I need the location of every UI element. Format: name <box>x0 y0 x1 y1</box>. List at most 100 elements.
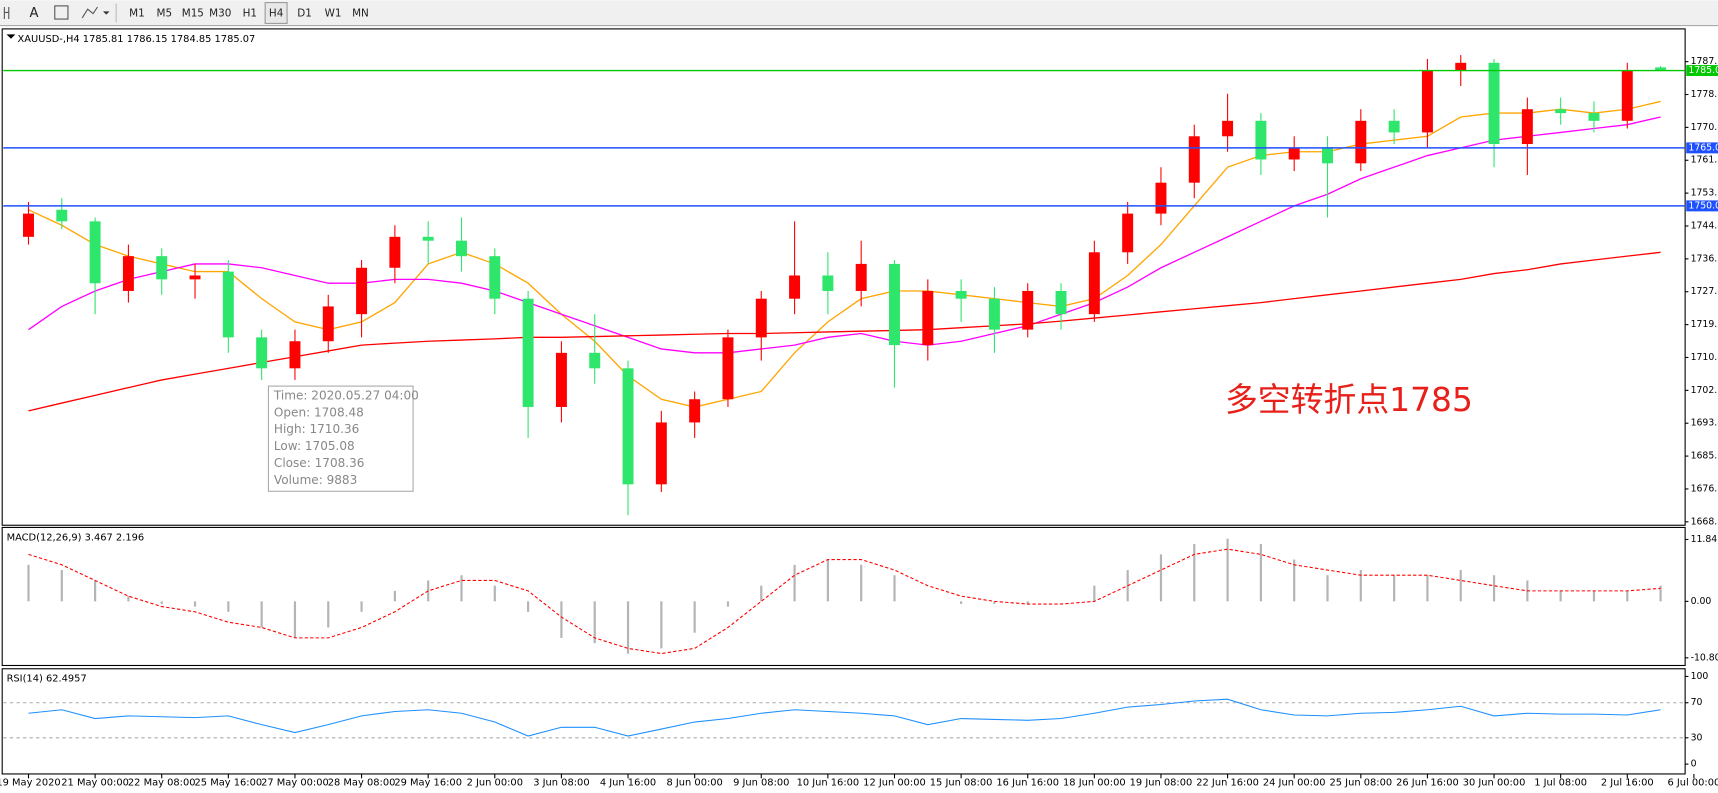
tooltip-line: Time: 2020.05.27 04:00 <box>273 388 419 402</box>
candle-body <box>855 263 867 291</box>
price-label-box <box>1686 200 1718 212</box>
macd-panel <box>1 526 1686 667</box>
cursor-tool[interactable] <box>3 6 10 20</box>
dropdown-arrow[interactable] <box>102 11 110 15</box>
x-tick-label: 26 Jun 16:00 <box>1396 778 1459 789</box>
timeframe-button[interactable]: M30 <box>209 8 231 20</box>
candle-body <box>522 298 534 407</box>
y-tick-label: 1685.3 <box>1691 451 1718 462</box>
x-tick-label: 3 Jun 08:00 <box>533 778 589 789</box>
candle-body <box>922 290 934 346</box>
candle-body <box>1088 252 1100 315</box>
candle-body <box>622 368 634 485</box>
rsi-panel <box>1 668 1686 775</box>
x-tick-label: 19 May 2020 <box>0 778 61 789</box>
panel-title: MACD(12,26,9) 3.467 2.196 <box>7 532 145 543</box>
x-tick-label: 15 Jun 08:00 <box>930 778 993 789</box>
x-tick-label: 22 Jun 16:00 <box>1196 778 1259 789</box>
moving-average <box>28 116 1661 354</box>
rsi-line <box>28 698 1661 737</box>
timeframe-button[interactable]: M1 <box>129 8 145 20</box>
shapes-tool[interactable] <box>81 6 98 19</box>
y-tick-label: 1702.3 <box>1691 385 1718 396</box>
candle-body <box>789 275 801 299</box>
y-tick-label: 1676.8 <box>1691 483 1718 494</box>
candle-body <box>655 422 667 485</box>
symbol-menu[interactable] <box>6 34 16 39</box>
timeframe-button[interactable]: M15 <box>182 8 204 20</box>
moving-average <box>28 100 1661 408</box>
candle-body <box>456 240 467 257</box>
candle-body <box>1222 120 1234 137</box>
candle-body <box>1055 290 1067 315</box>
text-tool[interactable]: A <box>29 6 38 21</box>
x-tick-label: 12 Jun 00:00 <box>863 778 926 789</box>
x-tick-label: 24 Jun 00:00 <box>1263 778 1326 789</box>
candle-body <box>356 267 368 315</box>
panel-title: RSI(14) 62.4957 <box>7 674 87 685</box>
candle-body <box>889 263 900 346</box>
candle-body <box>1421 70 1433 133</box>
candle-body <box>689 399 701 423</box>
x-tick-label: 30 Jun 00:00 <box>1463 778 1526 789</box>
x-tick-label: 19 Jun 08:00 <box>1130 778 1193 789</box>
x-tick-label: 4 Jun 16:00 <box>600 778 656 789</box>
candle-body <box>555 352 567 407</box>
y-tick-label: 1693.8 <box>1691 418 1718 429</box>
candle-body <box>322 306 334 342</box>
y-tick-label: 1744.8 <box>1691 220 1718 231</box>
timeframe-button[interactable]: H4 <box>269 8 284 20</box>
candle-body <box>822 275 834 291</box>
y-tick-label: 70 <box>1691 697 1703 708</box>
candle-body <box>589 352 601 369</box>
x-tick-label: 2 Jul 16:00 <box>1601 778 1654 789</box>
x-tick-label: 1 Jul 08:00 <box>1534 778 1587 789</box>
timeframe-button[interactable]: W1 <box>325 8 342 20</box>
candle-body <box>189 275 201 280</box>
candle-body <box>56 209 68 222</box>
x-tick-label: 21 May 00:00 <box>61 778 129 789</box>
y-tick-label: 1736.3 <box>1691 253 1718 264</box>
candle-body <box>23 213 34 237</box>
candle-body <box>289 341 301 369</box>
candle-body <box>222 271 234 338</box>
label-tool[interactable] <box>54 5 69 20</box>
x-tick-label: 10 Jun 16:00 <box>797 778 860 789</box>
x-tick-label: 27 May 00:00 <box>261 778 329 789</box>
candle-body <box>122 256 134 291</box>
candle-body <box>256 337 268 369</box>
candle-body <box>955 290 967 299</box>
timeframe-button[interactable]: MN <box>352 8 369 20</box>
y-tick-label: -10.808 <box>1691 652 1718 663</box>
timeframe-button[interactable]: D1 <box>297 8 312 20</box>
tooltip-line: Open: 1708.48 <box>274 405 364 419</box>
candle-body <box>1255 120 1267 160</box>
x-tick-label: 16 Jun 16:00 <box>996 778 1059 789</box>
candle-body <box>1355 120 1367 164</box>
y-tick-label: 1778.8 <box>1691 89 1718 100</box>
y-tick-label: 1761.8 <box>1691 155 1718 166</box>
tooltip-line: Close: 1708.36 <box>274 456 365 470</box>
candle-body <box>1155 182 1167 214</box>
moving-average <box>28 251 1661 412</box>
price-label: 1750.0 <box>1688 200 1718 211</box>
y-tick-label: 1668.3 <box>1691 516 1718 527</box>
candle-body <box>988 298 1000 330</box>
main-panel <box>1 28 1686 526</box>
signal-line <box>28 548 1661 655</box>
price-label-box <box>1686 142 1718 154</box>
x-tick-label: 28 May 08:00 <box>328 778 396 789</box>
candle-body <box>1588 113 1600 121</box>
y-tick-label: 0.00 <box>1691 596 1712 607</box>
x-tick-label: 8 Jun 00:00 <box>666 778 722 789</box>
candle-body <box>489 256 501 299</box>
candle-body <box>1555 109 1567 114</box>
timeframe-button[interactable]: H1 <box>243 8 257 20</box>
y-tick-label: 0 <box>1691 759 1697 770</box>
timeframe-button[interactable]: M5 <box>157 8 173 20</box>
tooltip-line: Volume: 9883 <box>274 473 357 487</box>
active-button <box>264 2 288 24</box>
candle-body <box>1388 120 1400 133</box>
